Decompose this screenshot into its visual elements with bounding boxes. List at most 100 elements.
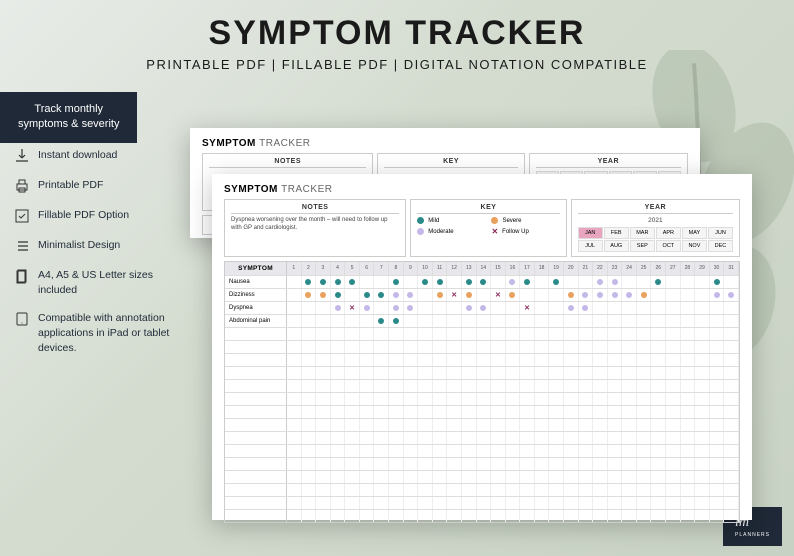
day-cell xyxy=(651,302,666,314)
day-cell xyxy=(345,354,360,366)
key-item: Severe xyxy=(491,217,559,224)
day-cell xyxy=(666,406,681,418)
symptom-name xyxy=(225,367,287,379)
day-cell xyxy=(564,315,579,327)
page-title: SYMPTOM TRACKER xyxy=(0,14,794,53)
day-cell xyxy=(666,328,681,340)
day-cell xyxy=(724,497,739,509)
day-cell xyxy=(535,432,550,444)
day-cell xyxy=(651,484,666,496)
day-cell xyxy=(316,471,331,483)
day-header: 16 xyxy=(506,262,521,275)
day-cell xyxy=(302,302,317,314)
symptom-row xyxy=(225,392,739,405)
day-cell xyxy=(579,510,594,522)
day-cell xyxy=(608,419,623,431)
symptom-name xyxy=(225,406,287,418)
day-cell xyxy=(331,510,346,522)
day-cell xyxy=(695,315,710,327)
day-header: 10 xyxy=(418,262,433,275)
symptom-name xyxy=(225,380,287,392)
day-cell xyxy=(710,276,725,288)
day-cell xyxy=(637,328,652,340)
day-cell xyxy=(345,276,360,288)
day-cell xyxy=(433,367,448,379)
day-cell xyxy=(535,341,550,353)
day-cell xyxy=(331,445,346,457)
day-cell xyxy=(477,393,492,405)
day-cell xyxy=(360,471,375,483)
day-cell xyxy=(506,315,521,327)
day-header: 31 xyxy=(724,262,739,275)
day-cell xyxy=(316,354,331,366)
day-cell xyxy=(535,484,550,496)
day-cell xyxy=(389,471,404,483)
day-cell xyxy=(593,484,608,496)
day-cell xyxy=(695,445,710,457)
feature-list: Instant downloadPrintable PDFFillable PD… xyxy=(14,148,174,369)
day-cell xyxy=(418,445,433,457)
day-cell xyxy=(622,393,637,405)
day-cell xyxy=(491,406,506,418)
day-cell xyxy=(447,276,462,288)
day-cell xyxy=(681,367,696,379)
day-cell xyxy=(287,328,302,340)
day-cell xyxy=(593,406,608,418)
day-cell xyxy=(622,497,637,509)
day-cell xyxy=(491,445,506,457)
day-cell xyxy=(579,328,594,340)
day-cell xyxy=(331,380,346,392)
day-cell xyxy=(331,419,346,431)
symptom-name xyxy=(225,341,287,353)
day-cell xyxy=(418,419,433,431)
day-cell xyxy=(608,497,623,509)
day-header: 9 xyxy=(404,262,419,275)
day-cell xyxy=(622,341,637,353)
day-cell xyxy=(593,315,608,327)
day-cell xyxy=(447,393,462,405)
day-cell xyxy=(491,328,506,340)
day-cell xyxy=(608,471,623,483)
day-cell xyxy=(433,289,448,301)
day-cell xyxy=(506,510,521,522)
day-cell xyxy=(549,289,564,301)
day-cell xyxy=(302,367,317,379)
day-cell xyxy=(564,367,579,379)
day-cell xyxy=(374,341,389,353)
day-cell xyxy=(462,510,477,522)
day-cell xyxy=(462,445,477,457)
day-cell xyxy=(666,484,681,496)
day-cell xyxy=(433,380,448,392)
symptom-name xyxy=(225,510,287,522)
day-cell xyxy=(447,497,462,509)
month-jan: JAN xyxy=(578,227,603,239)
day-cell xyxy=(535,445,550,457)
day-cell xyxy=(637,276,652,288)
day-cell xyxy=(695,406,710,418)
day-cell xyxy=(374,406,389,418)
day-cell xyxy=(535,497,550,509)
day-cell xyxy=(316,367,331,379)
day-cell xyxy=(695,419,710,431)
day-cell xyxy=(374,484,389,496)
day-cell xyxy=(608,315,623,327)
day-cell xyxy=(360,341,375,353)
day-cell xyxy=(374,510,389,522)
day-cell xyxy=(593,276,608,288)
day-cell xyxy=(374,302,389,314)
day-cell xyxy=(491,367,506,379)
day-cell xyxy=(520,419,535,431)
day-header: 25 xyxy=(637,262,652,275)
day-cell xyxy=(608,458,623,470)
month-nov: NOV xyxy=(682,240,707,252)
day-cell xyxy=(593,354,608,366)
day-cell xyxy=(579,302,594,314)
day-cell xyxy=(462,419,477,431)
day-cell xyxy=(695,289,710,301)
day-cell xyxy=(651,289,666,301)
day-cell xyxy=(695,328,710,340)
day-cell xyxy=(491,302,506,314)
day-header: 26 xyxy=(651,262,666,275)
month-sep: SEP xyxy=(630,240,655,252)
feature-item: Minimalist Design xyxy=(14,238,174,254)
